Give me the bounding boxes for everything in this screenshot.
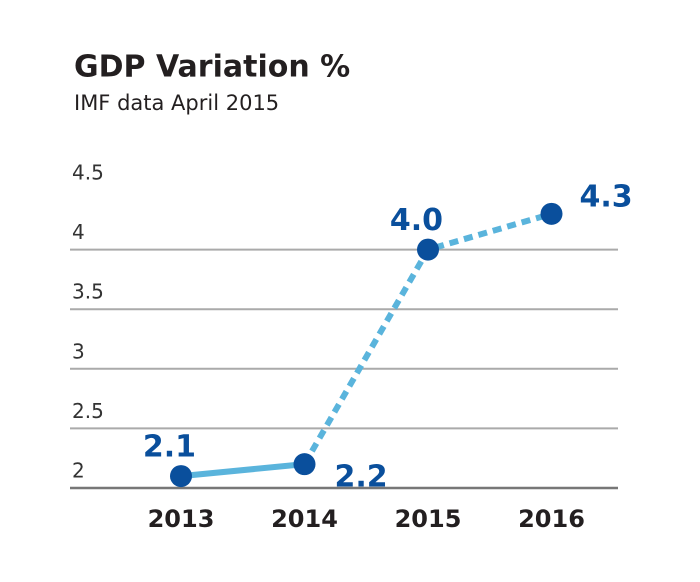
x-tick-label: 2016 [518, 505, 585, 533]
y-tick-label: 4.5 [72, 161, 104, 185]
value-label: 2.1 [143, 430, 196, 465]
x-tick-label: 2013 [148, 505, 215, 533]
y-tick-label: 4 [72, 220, 85, 244]
line-solid [180, 461, 305, 480]
value-label: 4.3 [580, 179, 633, 214]
x-tick-label: 2014 [271, 505, 338, 533]
marker [540, 202, 563, 225]
marker [170, 465, 192, 488]
y-tick-label: 3.5 [72, 280, 104, 304]
y-tick-label: 2.5 [72, 399, 104, 423]
y-tick-label: 2 [72, 459, 85, 483]
chart-subtitle: IMF data April 2015 [74, 91, 279, 115]
marker [417, 238, 439, 261]
value-label: 4.0 [390, 203, 443, 238]
chart-title: GDP Variation % [74, 50, 350, 85]
x-tick-label: 2015 [395, 505, 462, 533]
marker [293, 453, 316, 476]
y-tick-label: 3 [72, 339, 85, 363]
value-label: 2.2 [335, 460, 388, 495]
